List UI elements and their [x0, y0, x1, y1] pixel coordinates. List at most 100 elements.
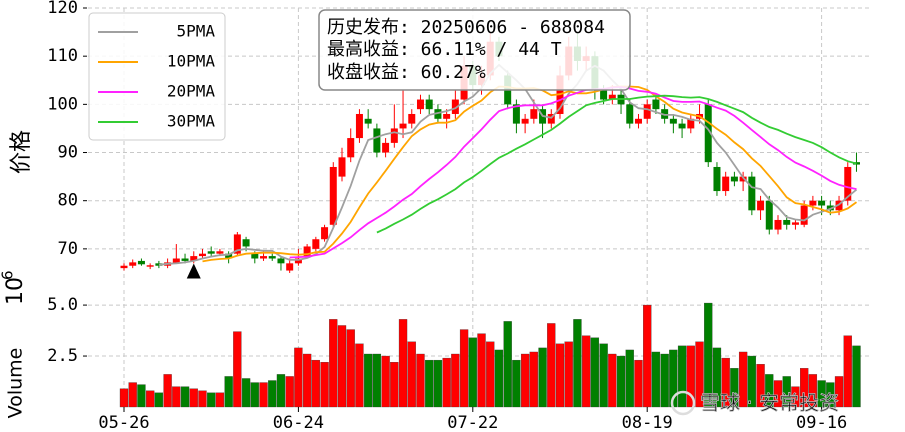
ma-line	[289, 86, 857, 259]
x-tick-label: 06-24	[273, 413, 324, 432]
volume-bar	[747, 355, 756, 408]
volume-bar	[355, 343, 364, 408]
volume-bar	[390, 362, 399, 408]
candle-body	[416, 99, 424, 110]
candle-body	[399, 123, 407, 129]
candle-body	[390, 128, 398, 143]
legend-box	[88, 12, 226, 141]
legend: 5PMA 10PMA 20PMA 30PMA	[98, 22, 215, 131]
candle-body	[739, 176, 747, 182]
volume-bar	[852, 345, 861, 408]
candle-body	[225, 253, 233, 259]
volume-bar	[634, 359, 643, 408]
candle-body	[608, 94, 616, 100]
volume-bar	[128, 382, 137, 408]
candle-body	[835, 200, 843, 211]
volume-bar	[364, 353, 373, 408]
volume-bar	[119, 388, 129, 408]
volume-bar	[660, 353, 669, 408]
volume-bar	[555, 343, 565, 408]
volume-bar	[311, 359, 320, 408]
volume-bar	[651, 351, 661, 408]
candle-body	[373, 128, 381, 153]
candle-body	[434, 109, 442, 119]
x-tick-label: 05-26	[98, 413, 149, 432]
legend-label: 30PMA	[167, 112, 216, 131]
candle-body	[408, 113, 416, 124]
volume-bar	[294, 347, 303, 408]
candle-body	[233, 234, 241, 254]
volume-bar	[137, 384, 146, 408]
volume-bar	[241, 378, 251, 408]
annotation-line: 历史发布: 20250606 - 688084	[327, 17, 605, 38]
candle-body	[809, 200, 817, 206]
x-tick-label: 08-19	[622, 413, 673, 432]
ma-line	[202, 85, 858, 263]
volume-bar	[494, 349, 504, 408]
volume-bar	[302, 353, 312, 408]
volume-scale: 10 6	[0, 270, 28, 305]
candle-body	[329, 166, 337, 225]
volume-bar	[180, 386, 190, 408]
candle-body	[286, 263, 294, 271]
candle-body	[382, 142, 390, 153]
volume-bar	[529, 351, 538, 408]
volume-bar	[826, 382, 835, 408]
volume-bar	[329, 319, 338, 408]
candle-body	[146, 265, 154, 267]
volume-bar	[677, 345, 687, 408]
watermark: 雪球 · 安常投资	[700, 391, 839, 415]
volume-bar	[808, 374, 818, 408]
candle-body	[120, 265, 128, 269]
volume-bar	[712, 347, 722, 408]
candle-body	[137, 260, 145, 265]
y-tick-label: 100	[47, 94, 78, 114]
volume-bar	[616, 355, 626, 408]
volume-bar	[224, 376, 233, 408]
volume-bar	[564, 341, 573, 408]
annotation-box	[318, 9, 631, 91]
volume-bar	[250, 382, 259, 408]
candle-body	[260, 256, 268, 259]
candle-body	[730, 176, 738, 182]
y-tick-label: 80	[58, 191, 78, 211]
volume-bar	[608, 353, 617, 408]
volume-bar	[337, 325, 347, 408]
volume-bar	[686, 345, 695, 408]
candle-body	[547, 113, 555, 124]
candle-body	[687, 118, 695, 129]
volume-bar	[782, 376, 791, 408]
candle-body	[355, 113, 363, 139]
x-tick-label: 07-22	[447, 413, 498, 432]
candle-body	[251, 253, 259, 259]
candle-body	[268, 256, 276, 259]
candle-body	[181, 258, 189, 261]
volume-bar	[163, 374, 172, 408]
volume-bar	[433, 359, 443, 408]
candle-body	[757, 200, 765, 211]
volume-bar	[468, 337, 477, 408]
volume-bar	[381, 355, 390, 408]
candle-body	[783, 219, 791, 225]
volume-bar	[599, 343, 608, 408]
volume-bar	[477, 333, 486, 408]
volume-bar	[512, 359, 521, 408]
candle-body	[512, 104, 520, 124]
annotation-line: 收盘收益: 60.27%	[327, 62, 486, 83]
volume-bar	[486, 341, 495, 408]
candle-body	[818, 200, 826, 206]
y-tick-label: 110	[47, 46, 78, 66]
candle-body	[765, 200, 773, 230]
candle-body	[242, 239, 250, 247]
candle-body	[443, 113, 451, 119]
candle-body	[338, 157, 346, 177]
volume-bar	[451, 353, 460, 408]
candle-body	[364, 118, 372, 124]
volume-bar	[346, 329, 355, 408]
volume-bar	[442, 357, 451, 408]
volume-bar	[459, 329, 469, 408]
candle-body	[774, 219, 782, 230]
x-tick-label: 09-16	[796, 413, 847, 432]
volume-bar	[146, 390, 155, 408]
